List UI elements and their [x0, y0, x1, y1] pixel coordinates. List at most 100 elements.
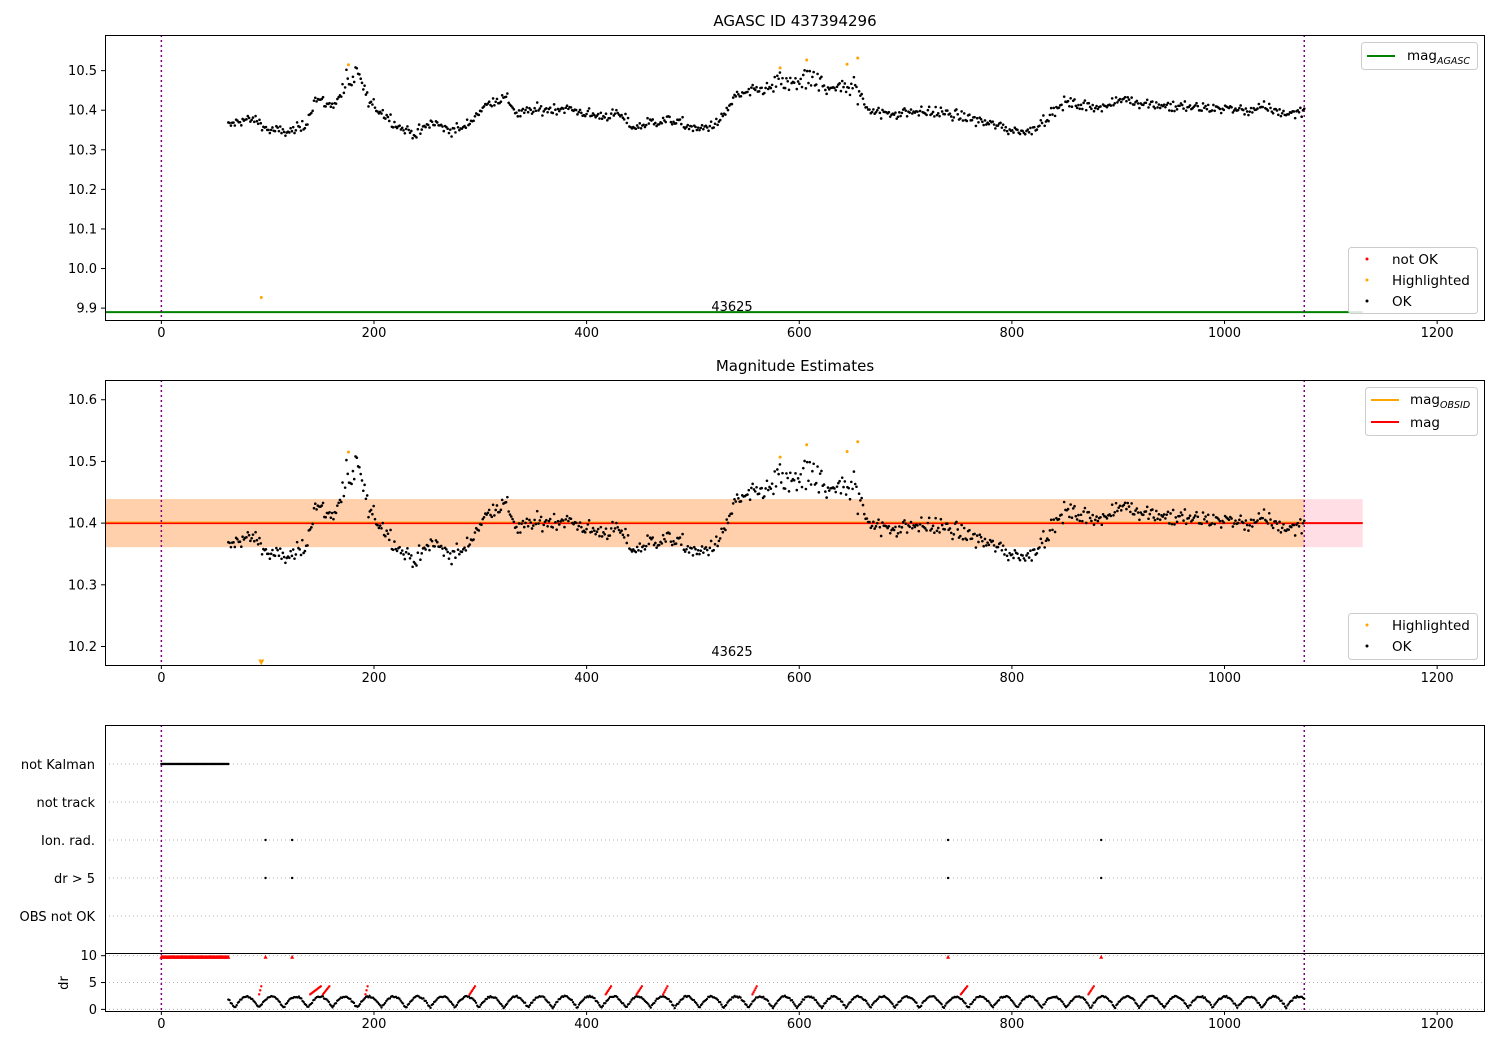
ok-point: [855, 485, 858, 489]
ok-point: [1212, 103, 1215, 107]
ok-point: [269, 128, 273, 132]
ok-point: [1048, 529, 1052, 532]
dr-point: [1012, 1001, 1015, 1004]
dr-point: [1058, 997, 1062, 1001]
ok-point: [264, 548, 268, 551]
dr-high-point: [751, 993, 754, 996]
dr-high-point: [752, 991, 755, 994]
ok-point: [691, 554, 695, 557]
ok-point: [559, 520, 562, 523]
flag-point: [264, 876, 267, 880]
ok-point: [772, 492, 775, 496]
ok-point: [1038, 124, 1041, 128]
ok-point: [367, 515, 370, 519]
ok-point: [394, 547, 398, 551]
ok-point: [1200, 522, 1204, 526]
ok-point: [624, 112, 627, 116]
ok-point: [1261, 105, 1265, 109]
ok-point: [482, 105, 486, 108]
ok-point: [410, 554, 413, 557]
ok-point: [247, 533, 251, 537]
ok-point: [1105, 517, 1109, 520]
ok-point: [859, 499, 862, 502]
dr-high-point: [640, 985, 644, 988]
ok-point: [1210, 109, 1214, 112]
dr-point: [1110, 1001, 1113, 1004]
ok-point: [1083, 506, 1087, 510]
ok-point: [238, 540, 242, 544]
ok-point: [529, 108, 533, 112]
highlighted-point: [778, 66, 782, 70]
ok-point: [428, 126, 431, 129]
x-tick-label: 800: [999, 1017, 1024, 1032]
ok-point: [545, 107, 548, 110]
dr-point: [576, 1006, 579, 1009]
ok-point: [268, 557, 272, 561]
ok-point: [341, 82, 344, 86]
ok-point: [877, 518, 880, 521]
dr-point: [1113, 1006, 1117, 1010]
ok-point: [777, 77, 780, 81]
dr-point: [1257, 1001, 1260, 1005]
ok-point: [330, 102, 334, 106]
ok-point: [721, 530, 725, 534]
dr-high-point: [365, 989, 368, 992]
dr-point: [942, 1006, 946, 1010]
dr-point: [747, 1005, 751, 1009]
ok-point: [278, 125, 282, 128]
y-tick-label: 10.5: [68, 64, 97, 79]
ok-point: [585, 527, 588, 531]
ok-point: [739, 500, 743, 503]
ok-point: [818, 472, 822, 475]
ok-point: [1193, 104, 1197, 107]
ok-point: [647, 122, 651, 125]
dr-point: [893, 1006, 897, 1009]
ok-point: [842, 485, 845, 489]
panel-agasc: AGASC ID 437394296 0 200 400 600 800 1000 1200…: [68, 12, 1485, 341]
ok-point: [959, 117, 962, 120]
ok-point: [851, 86, 854, 90]
ok-point: [499, 100, 503, 104]
ok-point: [685, 547, 688, 551]
ok-point: [644, 544, 648, 548]
ok-point: [464, 126, 468, 129]
ok-point: [521, 107, 525, 111]
dr-point: [997, 998, 1001, 1002]
ok-point: [1152, 516, 1156, 519]
ok-point: [1247, 113, 1250, 117]
dr-point: [474, 1001, 478, 1005]
ok-point: [350, 83, 353, 87]
ok-point: [1280, 526, 1284, 530]
ok-point: [1256, 107, 1259, 110]
ok-point: [557, 109, 561, 113]
ok-point: [901, 520, 905, 524]
dr-point: [1234, 1004, 1238, 1007]
ok-point: [1183, 100, 1187, 103]
ok-point: [1239, 514, 1242, 517]
dr-point: [692, 998, 696, 1002]
dr-point: [1255, 999, 1258, 1002]
ok-point: [504, 95, 508, 99]
dr-point: [500, 1003, 503, 1006]
legend-marker-not-ok: [1365, 257, 1369, 261]
ok-point: [384, 117, 387, 120]
ok-point: [393, 540, 396, 543]
ok-point: [991, 120, 995, 123]
ok-point: [428, 548, 431, 552]
dr-point: [1145, 998, 1148, 1001]
ok-point: [604, 112, 608, 116]
ok-point: [378, 524, 382, 527]
ok-point: [386, 532, 390, 535]
ok-point: [852, 75, 856, 79]
ok-point: [1257, 102, 1261, 106]
ok-point: [1296, 108, 1300, 112]
ok-point: [229, 545, 233, 549]
ok-point: [1287, 113, 1290, 116]
dr-point: [1230, 998, 1233, 1001]
ok-point: [408, 131, 412, 135]
ok-point: [472, 119, 475, 123]
ok-point: [1110, 97, 1114, 100]
ok-point: [490, 104, 494, 108]
ok-point: [1039, 537, 1043, 541]
ok-point: [600, 117, 604, 121]
